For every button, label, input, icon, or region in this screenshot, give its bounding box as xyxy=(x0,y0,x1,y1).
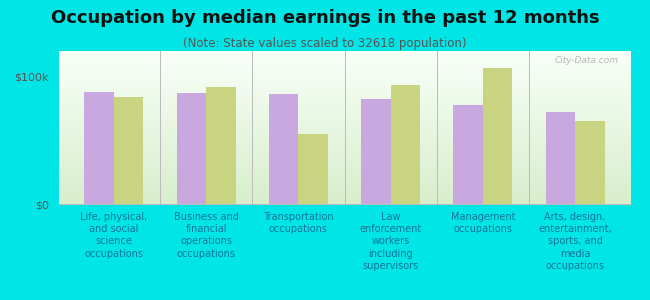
Bar xyxy=(361,99,391,204)
Bar xyxy=(298,134,328,204)
Bar xyxy=(114,97,144,204)
Bar xyxy=(391,85,420,204)
Bar xyxy=(269,94,298,204)
Bar xyxy=(453,105,483,204)
Text: City-Data.com: City-Data.com xyxy=(555,56,619,64)
Bar xyxy=(483,68,512,204)
Text: Occupation by median earnings in the past 12 months: Occupation by median earnings in the pas… xyxy=(51,9,599,27)
Bar xyxy=(84,92,114,204)
Bar xyxy=(575,121,604,204)
Bar xyxy=(545,112,575,204)
Bar xyxy=(177,93,206,204)
Bar xyxy=(206,87,236,204)
Text: (Note: State values scaled to 32618 population): (Note: State values scaled to 32618 popu… xyxy=(183,38,467,50)
